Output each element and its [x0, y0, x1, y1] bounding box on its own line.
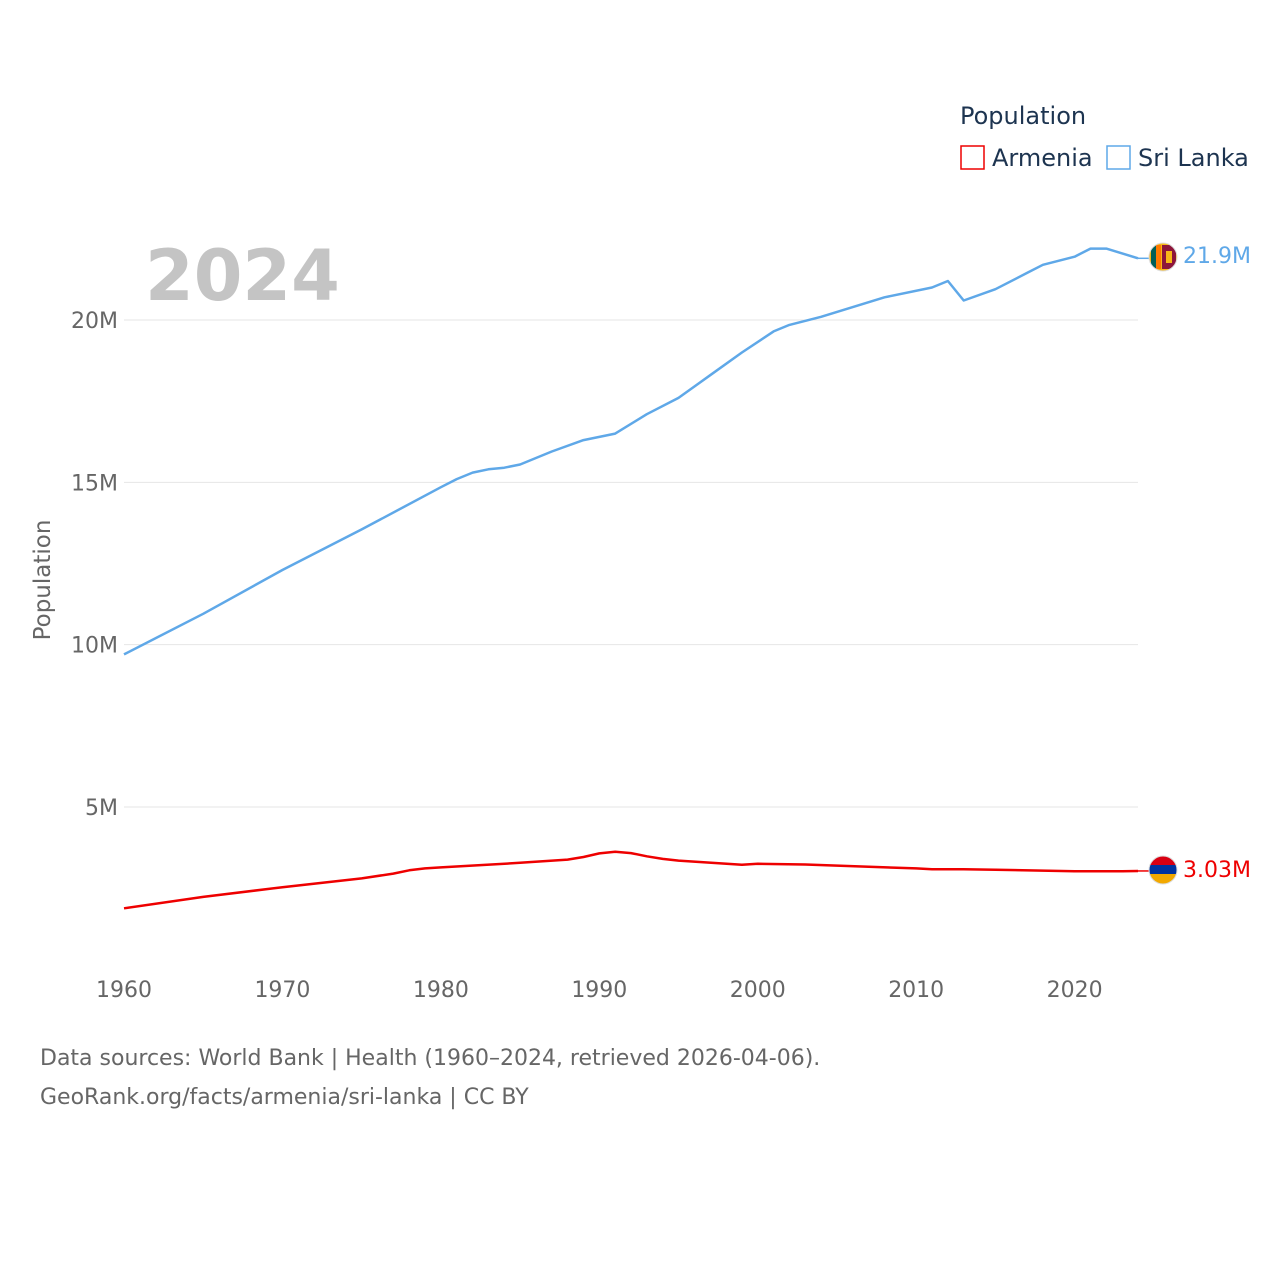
armenia-flag-icon: [1148, 855, 1178, 885]
legend-label-armenia: Armenia: [992, 144, 1093, 172]
legend-item-sri-lanka[interactable]: Sri Lanka: [1106, 144, 1249, 172]
x-tick-label: 1980: [413, 978, 469, 1003]
legend-swatch-sri-lanka: [1106, 145, 1131, 170]
sri-lanka-end-label: 21.9M: [1183, 244, 1251, 269]
x-tick-label: 1960: [96, 978, 152, 1003]
y-tick-label: 20M: [71, 309, 118, 334]
y-axis-title: Population: [30, 520, 56, 641]
sri-lanka-flag-icon: [1148, 242, 1178, 272]
x-tick-labels: 1960 1970 1980 1990 2000 2010 2020: [96, 978, 1103, 1003]
source-link[interactable]: GeoRank.org/facts/armenia/sri-lanka | CC…: [40, 1085, 529, 1110]
series-lines: [123, 247, 1149, 910]
x-tick-label: 2000: [730, 978, 786, 1003]
data-sources-note: Data sources: World Bank | Health (1960–…: [40, 1046, 821, 1071]
y-tick-label: 10M: [71, 634, 118, 659]
legend-title: Population: [960, 102, 1086, 130]
legend-item-armenia[interactable]: Armenia: [960, 144, 1093, 172]
x-tick-label: 2010: [888, 978, 944, 1003]
x-tick-label: 1990: [571, 978, 627, 1003]
y-tick-labels: 5M 10M 15M 20M: [71, 309, 118, 821]
legend-swatch-armenia: [960, 145, 985, 170]
year-label: 2024: [145, 235, 340, 317]
y-tick-label: 15M: [71, 471, 118, 496]
chart: 5M 10M 15M 20M 1960 1970 1980 1990 2000 2010 2020…: [30, 102, 1251, 1003]
y-tick-label: 5M: [85, 796, 118, 821]
x-tick-label: 1970: [254, 978, 310, 1003]
legend-label-sri-lanka: Sri Lanka: [1138, 144, 1249, 172]
x-tick-label: 2020: [1047, 978, 1103, 1003]
series-line-sri-lanka[interactable]: [123, 247, 1139, 656]
y-gridlines: [124, 319, 1138, 808]
legend: Population Armenia Sri Lanka: [960, 102, 1249, 172]
series-line-armenia[interactable]: [123, 850, 1139, 910]
armenia-end-label: 3.03M: [1183, 858, 1251, 883]
